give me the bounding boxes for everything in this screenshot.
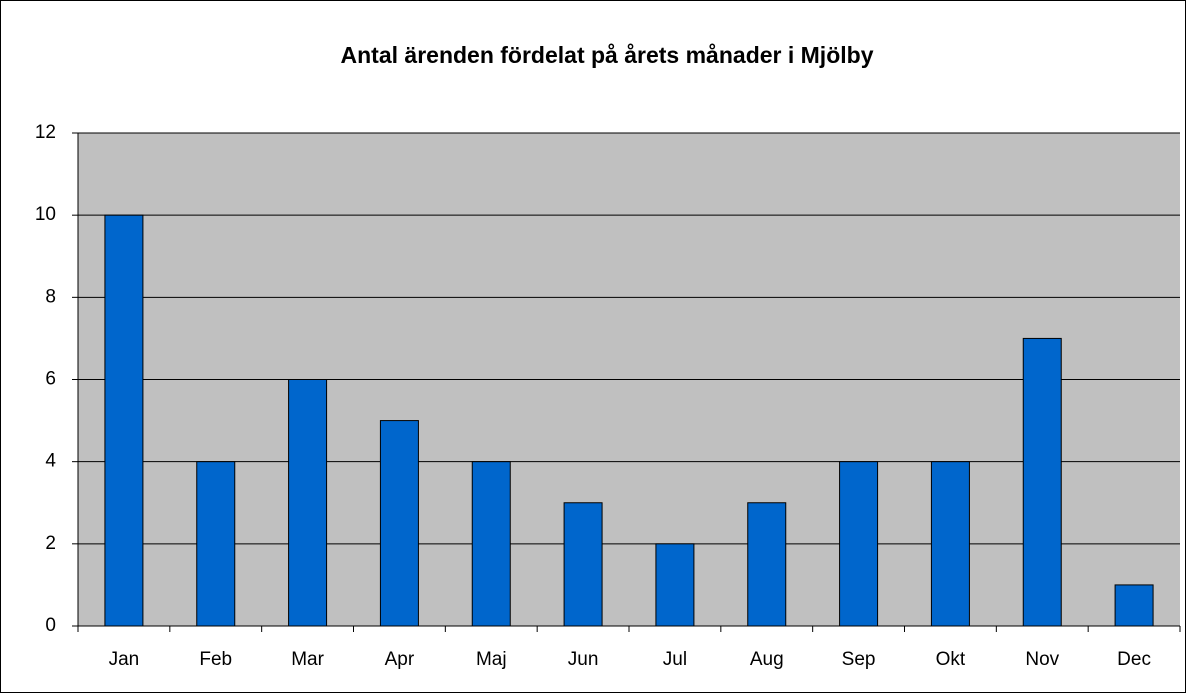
- x-tick-label: Jul: [663, 649, 687, 670]
- x-tick-label: Maj: [476, 649, 507, 670]
- bar: [471, 461, 511, 627]
- y-tick-label: 6: [45, 369, 56, 390]
- bar: [196, 461, 236, 627]
- bar: [1114, 584, 1154, 627]
- x-tick-label: Apr: [385, 649, 415, 670]
- x-tick-label: Sep: [842, 649, 876, 670]
- x-tick-label: Jun: [568, 649, 599, 670]
- y-tick-label: 2: [45, 533, 56, 554]
- bar: [104, 214, 144, 627]
- y-tick-label: 0: [45, 615, 56, 636]
- y-tick-label: 4: [45, 451, 56, 472]
- x-tick-label: Aug: [750, 649, 784, 670]
- chart-title: Antal ärenden fördelat på årets månader …: [341, 42, 874, 68]
- x-tick-label: Nov: [1025, 649, 1059, 670]
- bar: [563, 502, 603, 627]
- bar: [930, 461, 970, 627]
- x-tick-label: Jan: [109, 649, 140, 670]
- x-tick-label: Dec: [1117, 649, 1151, 670]
- y-tick-label: 10: [35, 204, 56, 225]
- bar: [655, 543, 695, 627]
- x-tick-label: Okt: [936, 649, 966, 670]
- y-tick-label: 8: [45, 286, 56, 307]
- bar: [1022, 337, 1062, 627]
- x-tick-label: Feb: [199, 649, 232, 670]
- x-tick-label: Mar: [291, 649, 324, 670]
- bar: [288, 379, 328, 627]
- y-tick-label: 12: [35, 122, 56, 143]
- bar: [839, 461, 879, 627]
- bar: [747, 502, 787, 627]
- bar: [379, 420, 419, 627]
